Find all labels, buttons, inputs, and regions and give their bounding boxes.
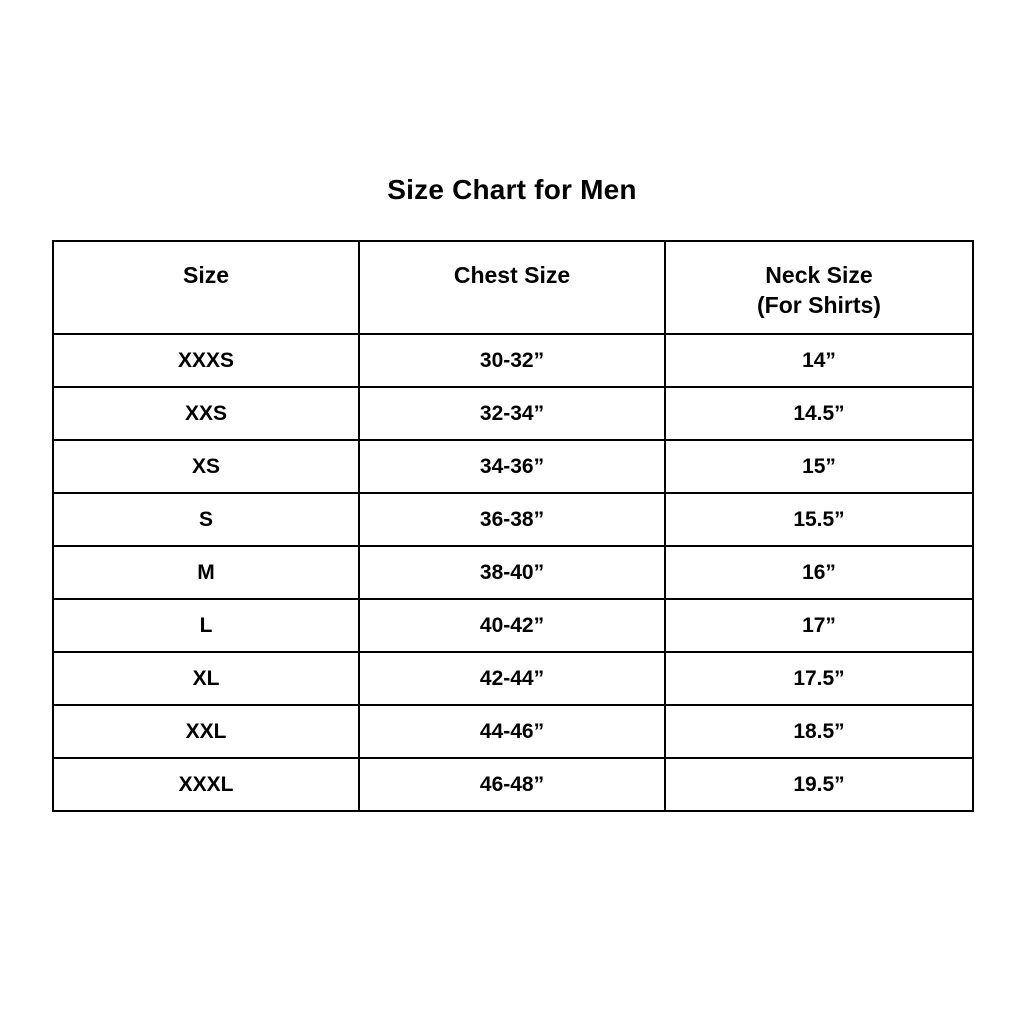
cell-size: XXXL: [52, 757, 360, 812]
cell-chest-size: 46-48”: [358, 757, 666, 812]
cell-size: XXL: [52, 704, 360, 759]
cell-neck-size: 14.5”: [664, 386, 974, 441]
cell-neck-size: 14”: [664, 333, 974, 388]
table-row: XS 34-36” 15”: [52, 439, 974, 494]
cell-size: L: [52, 598, 360, 653]
cell-size: M: [52, 545, 360, 600]
column-header-size: Size: [52, 240, 360, 335]
cell-chest-size: 40-42”: [358, 598, 666, 653]
cell-size: XS: [52, 439, 360, 494]
cell-chest-size: 30-32”: [358, 333, 666, 388]
table-row: XXL 44-46” 18.5”: [52, 704, 974, 759]
cell-neck-size: 15”: [664, 439, 974, 494]
cell-chest-size: 38-40”: [358, 545, 666, 600]
page-title: Size Chart for Men: [387, 174, 637, 205]
cell-chest-size: 32-34”: [358, 386, 666, 441]
cell-neck-size: 16”: [664, 545, 974, 600]
table-row: XXXS 30-32” 14”: [52, 333, 974, 388]
table-row: M 38-40” 16”: [52, 545, 974, 600]
column-header-neck-size-label: Neck Size: [765, 262, 873, 288]
column-header-size-label: Size: [182, 262, 230, 288]
table-row: S 36-38” 15.5”: [52, 492, 974, 547]
cell-size: XL: [52, 651, 360, 706]
table-body: XXXS 30-32” 14” XXS 32-34” 14.5” XS 34-3…: [52, 333, 974, 812]
column-header-neck-size: Neck Size (For Shirts): [664, 240, 974, 335]
cell-neck-size: 15.5”: [664, 492, 974, 547]
table-header: Size Chest Size Neck Size (For Shirts): [52, 240, 974, 335]
cell-size: XXXS: [52, 333, 360, 388]
column-header-neck-size-sublabel: (For Shirts): [757, 292, 881, 318]
table-row: XXXL 46-48” 19.5”: [52, 757, 974, 812]
cell-chest-size: 44-46”: [358, 704, 666, 759]
cell-chest-size: 36-38”: [358, 492, 666, 547]
column-header-chest-size-label: Chest Size: [453, 262, 571, 288]
cell-neck-size: 17”: [664, 598, 974, 653]
cell-size: S: [52, 492, 360, 547]
size-chart-table: Size Chest Size Neck Size (For Shirts) X…: [52, 240, 974, 812]
cell-neck-size: 17.5”: [664, 651, 974, 706]
cell-neck-size: 19.5”: [664, 757, 974, 812]
cell-size: XXS: [52, 386, 360, 441]
cell-chest-size: 42-44”: [358, 651, 666, 706]
cell-chest-size: 34-36”: [358, 439, 666, 494]
column-header-chest-size: Chest Size: [358, 240, 666, 335]
table-row: XXS 32-34” 14.5”: [52, 386, 974, 441]
table-row: L 40-42” 17”: [52, 598, 974, 653]
cell-neck-size: 18.5”: [664, 704, 974, 759]
table-header-row: Size Chest Size Neck Size (For Shirts): [52, 240, 974, 335]
table-row: XL 42-44” 17.5”: [52, 651, 974, 706]
